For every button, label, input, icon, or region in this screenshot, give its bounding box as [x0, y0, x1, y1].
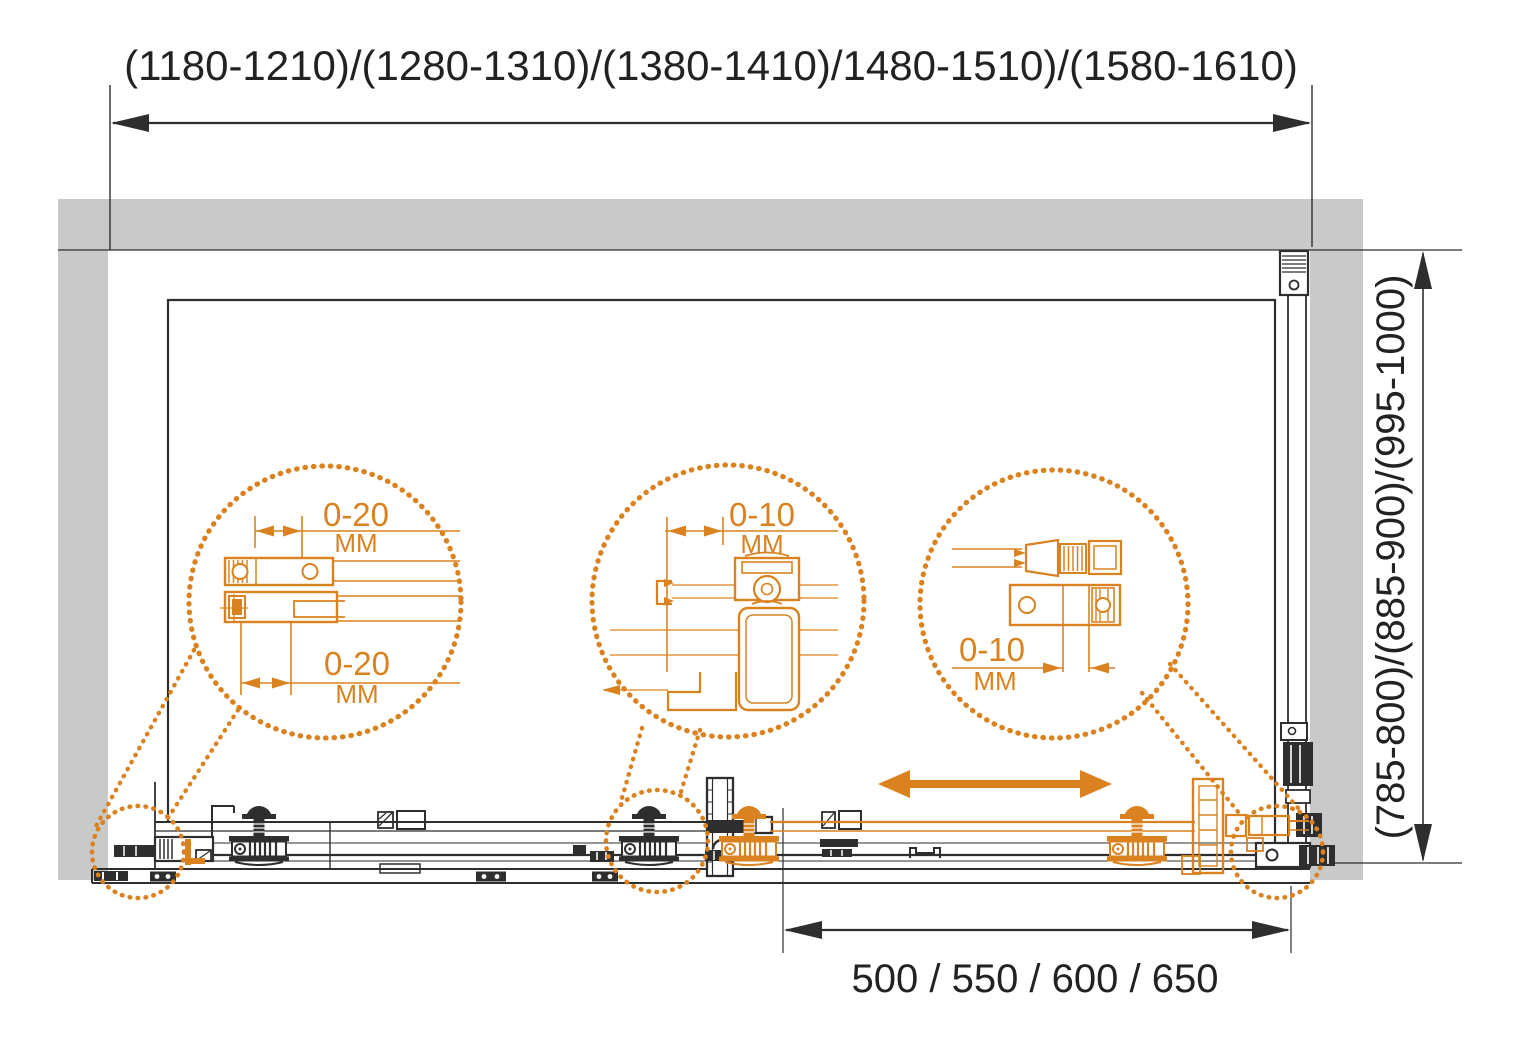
side-depth-label: (785-800)/(885-900)/(995-1000) [1369, 275, 1413, 840]
dimension-side-depth [1310, 251, 1462, 864]
slide-direction-arrow [878, 770, 1112, 798]
callout-source-left [89, 803, 187, 901]
callout-circle-center [589, 462, 867, 740]
left-wall-bracket [114, 805, 235, 863]
callout-right-value: 0-10 [959, 631, 1025, 668]
callout-circle-right [917, 467, 1191, 741]
callout-left-top-unit: MM [334, 528, 377, 558]
dimension-overall-width [109, 85, 1313, 250]
walls [58, 199, 1363, 880]
callout-left-bottom-unit: MM [335, 679, 378, 709]
arrow-down-icon [1414, 824, 1432, 862]
arrow-right-icon [1273, 114, 1311, 132]
callout-source-center [603, 787, 711, 895]
wall-top [58, 199, 1363, 250]
glass-clamp-4 [909, 847, 941, 858]
arrow-up-icon [1414, 251, 1432, 289]
bottom-track [91, 782, 1310, 885]
glass-clamp-1 [377, 810, 426, 874]
callout-left-detail: 0-20 MM 0-20 M [220, 496, 460, 709]
arrow-left-icon [111, 114, 149, 132]
callout-left-bottom-value: 0-20 [324, 645, 390, 682]
sliding-door-panel [770, 820, 1195, 832]
callout-circle-left [186, 463, 464, 741]
callout-center-unit: MM [740, 529, 783, 559]
wall-left [58, 199, 108, 880]
accent-work: 0-20 MM 0-20 M [89, 462, 1326, 901]
callout-right-unit: MM [973, 666, 1016, 696]
wall-right [1310, 199, 1363, 880]
callout-center-detail: 0-10 MM [602, 496, 838, 712]
arrow-left-icon [784, 921, 822, 939]
door-roller-center [617, 804, 681, 867]
callout-right-detail: 0-10 MM [952, 538, 1123, 696]
door-width-label: 500 / 550 / 600 / 650 [852, 957, 1219, 1001]
callout-source-right [1228, 803, 1326, 901]
callout-left-top-value: 0-20 [323, 496, 389, 533]
callout-center-value: 0-10 [729, 496, 795, 533]
arrow-left-icon [878, 770, 910, 798]
door-roller-orange-2 [1105, 804, 1169, 867]
glass-clamp-3 [820, 810, 862, 857]
overall-width-label: (1180-1210)/(1280-1310)/(1380-1410)/1480… [124, 42, 1298, 89]
right-wall-profile [1254, 249, 1335, 869]
door-end-bracket [1181, 777, 1309, 875]
glass-clamp-2 [573, 845, 614, 862]
door-roller-left [227, 804, 291, 867]
callout-connectors [93, 647, 1302, 829]
arrow-right-icon [1252, 921, 1290, 939]
dimension-labels: (1180-1210)/(1280-1310)/(1380-1410)/1480… [124, 42, 1413, 1001]
left-adjuster-mark [185, 839, 205, 865]
arrow-right-icon [1080, 770, 1112, 798]
glass-panel-outline [166, 298, 1277, 868]
